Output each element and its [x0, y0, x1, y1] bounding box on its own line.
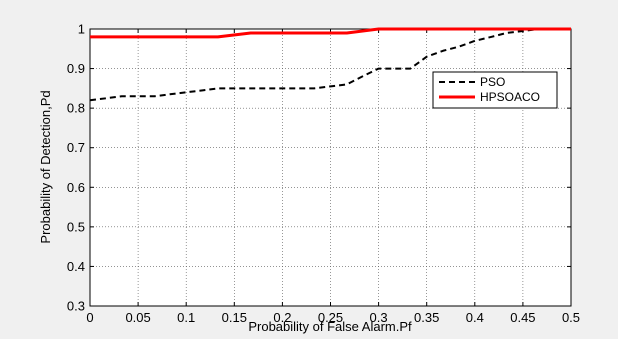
y-tick-label: 0.5	[67, 219, 85, 234]
axis-ticks: 0 0.05 0.1 0.15 0.2 0.25 0.3 0.35 0.4 0.45 0.5 0.3 0…	[67, 22, 580, 326]
y-tick-label: 0.3	[67, 299, 85, 314]
x-tick-label: 0.05	[125, 310, 150, 325]
x-tick-label: 0.25	[318, 310, 343, 325]
y-tick-label: 0.9	[67, 61, 85, 76]
x-tick-label: 0	[86, 310, 93, 325]
y-tick-label: 1	[78, 22, 85, 37]
y-tick-label: 0.6	[67, 180, 85, 195]
x-axis-title: Probability of False Alarm.Pf	[248, 319, 412, 334]
x-tick-label: 0.15	[222, 310, 247, 325]
x-tick-label: 0.5	[562, 310, 580, 325]
y-tick-label: 0.8	[67, 101, 85, 116]
x-tick-label: 0.4	[466, 310, 484, 325]
y-axis-title: Probability of Detection,Pd	[38, 90, 53, 243]
grid-lines	[90, 29, 571, 306]
x-tick-label: 0.45	[510, 310, 535, 325]
x-tick-label: 0.1	[177, 310, 195, 325]
series-lines	[89, 27, 571, 102]
x-tick-label: 0.3	[370, 310, 388, 325]
x-tick-label: 0.35	[414, 310, 439, 325]
x-tick-label: 0.2	[273, 310, 291, 325]
legend-box	[432, 71, 558, 109]
series-line-hpsoaco	[90, 27, 571, 39]
y-tick-label: 0.4	[67, 259, 85, 274]
legend-label-hpsoaco: HPSOACO	[480, 90, 540, 104]
legend-label-pso: PSO	[480, 75, 505, 89]
series-line-pso	[89, 28, 571, 102]
y-tick-label: 0.7	[67, 140, 85, 155]
